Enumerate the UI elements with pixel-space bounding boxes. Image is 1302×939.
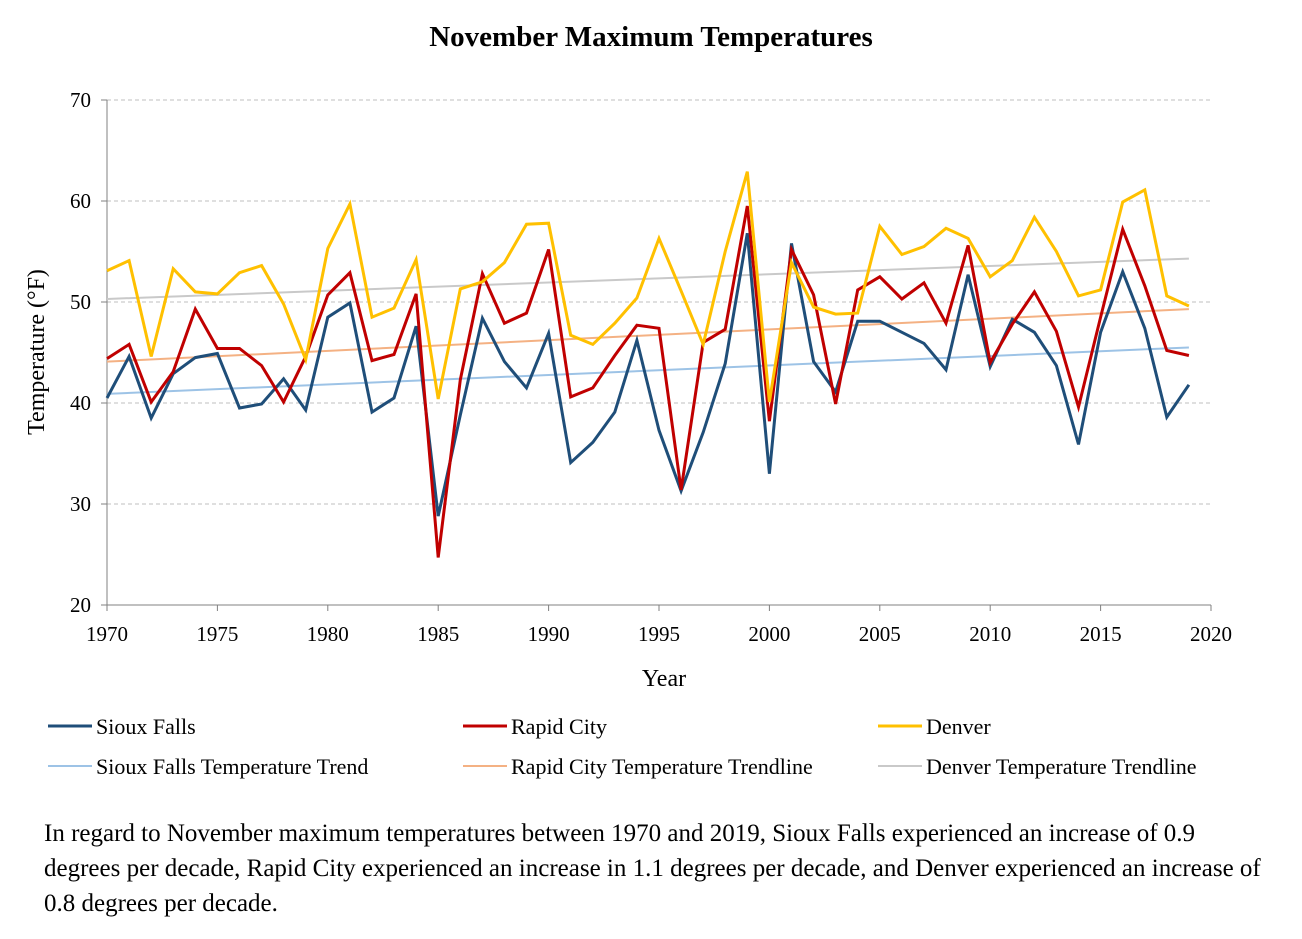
y-tick-label: 60	[70, 189, 91, 213]
x-tick-label: 1995	[638, 622, 680, 646]
legend-label: Denver Temperature Trendline	[926, 754, 1197, 779]
legend-label: Rapid City	[511, 714, 607, 739]
x-tick-label: 2010	[969, 622, 1011, 646]
x-tick-label: 1975	[196, 622, 238, 646]
trendline-denver-temperature-trendline	[106, 257, 1189, 300]
x-tick-label: 1990	[528, 622, 570, 646]
trendline-rapid-city-temperature-trendline	[106, 308, 1189, 363]
x-tick-label: 2020	[1190, 622, 1232, 646]
x-tick-label: 1980	[307, 622, 349, 646]
series-line-rapid-city	[106, 205, 1190, 558]
axes: 20 30 40 50 60 70 1970 1975 1980 1985 1990 1995 2000…	[70, 88, 1232, 646]
y-tick-label: 50	[70, 290, 91, 314]
y-tick-label: 70	[70, 88, 91, 112]
y-axis-label: Temperature (°F)	[24, 269, 50, 435]
chart: November Maximum Temperatures 20 30 40 50 60…	[24, 21, 1232, 779]
legend: Sioux Falls Rapid City Denver Sioux Falls T…	[48, 714, 1197, 779]
y-tick-label: 30	[70, 492, 91, 516]
chart-title: November Maximum Temperatures	[429, 21, 873, 53]
y-tick-label: 20	[70, 593, 91, 617]
series-line-denver	[106, 171, 1190, 403]
series-line-sioux-falls	[105, 233, 1191, 517]
caption-text: In regard to November maximum temperatur…	[44, 820, 1261, 917]
legend-label: Denver	[926, 714, 991, 739]
legend-label: Sioux Falls	[96, 714, 196, 739]
x-tick-label: 2015	[1080, 622, 1122, 646]
legend-label: Sioux Falls Temperature Trend	[96, 754, 368, 779]
x-tick-label: 1985	[417, 622, 459, 646]
series-lines	[105, 171, 1191, 558]
y-tick-label: 40	[70, 391, 91, 415]
gridlines	[107, 99, 1211, 505]
legend-label: Rapid City Temperature Trendline	[511, 754, 813, 779]
x-tick-label: 2000	[748, 622, 790, 646]
x-tick-label: 1970	[86, 622, 128, 646]
x-tick-label: 2005	[859, 622, 901, 646]
x-axis-label: Year	[642, 666, 686, 692]
